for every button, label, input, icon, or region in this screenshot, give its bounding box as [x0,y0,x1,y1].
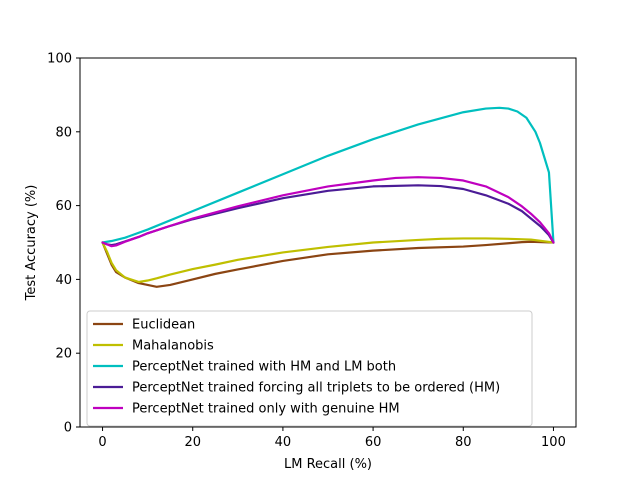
plot-frame [79,57,577,428]
series-line-2 [101,237,555,284]
y-tick-label: 100 [47,52,72,67]
x-tick-label: 20 [184,435,201,450]
y-tick-label: 0 [64,421,72,436]
x-axis-ticks: 0 20 40 60 80 100 [98,427,566,450]
series-line-3 [101,106,555,244]
x-axis-title: LM Recall (%) [284,457,372,472]
y-axis-ticks: 0 20 40 60 80 100 [47,52,80,436]
x-tick-label: 40 [275,435,292,450]
legend-label-1: Euclidean [132,318,195,333]
series-lines [101,106,555,288]
series-line-5 [101,176,555,248]
y-tick-label: 60 [55,199,72,214]
y-axis-title: Test Accuracy (%) [24,185,39,302]
y-tick-label: 80 [55,125,72,140]
x-tick-label: 60 [365,435,382,450]
y-tick-label: 20 [55,347,72,362]
legend: Euclidean Mahalanobis PerceptNet trained w… [86,310,533,427]
x-tick-label: 0 [98,435,106,450]
x-tick-label: 100 [541,435,566,450]
legend-label-2: Mahalanobis [132,339,214,354]
legend-label-3: PerceptNet trained with HM and LM both [132,360,396,375]
y-tick-label: 40 [55,273,72,288]
x-tick-label: 80 [455,435,472,450]
legend-box [86,310,533,427]
legend-label-5: PerceptNet trained only with genuine HM [132,402,400,417]
legend-label-4: PerceptNet trained forcing all triplets … [132,381,500,396]
